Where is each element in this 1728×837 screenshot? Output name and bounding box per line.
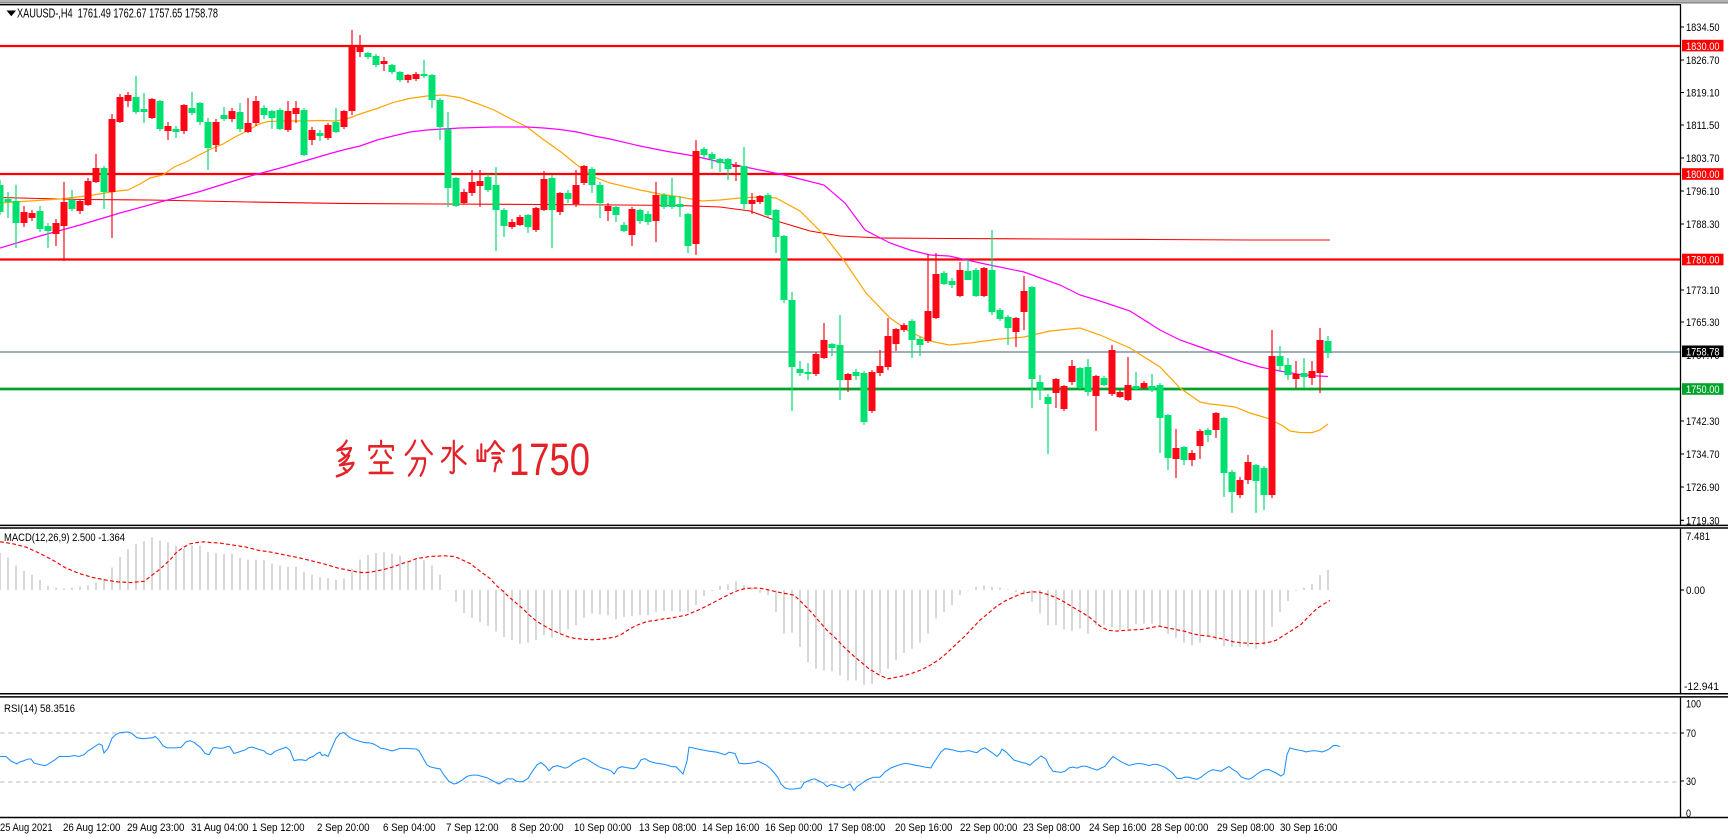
svg-text:XAUUSD-,H4 1761.49 1762.67 17: XAUUSD-,H4 1761.49 1762.67 1757.65 1758.… [17, 7, 218, 21]
svg-text:23 Sep 08:00: 23 Sep 08:00 [1023, 822, 1080, 834]
svg-text:14 Sep 16:00: 14 Sep 16:00 [702, 822, 759, 834]
svg-text:1803.70: 1803.70 [1686, 153, 1720, 165]
svg-text:20 Sep 16:00: 20 Sep 16:00 [895, 822, 952, 834]
svg-text:1780.00: 1780.00 [1686, 255, 1720, 267]
svg-text:1734.70: 1734.70 [1686, 449, 1720, 461]
svg-text:25 Aug 2021: 25 Aug 2021 [0, 822, 53, 834]
svg-text:10 Sep 00:00: 10 Sep 00:00 [574, 822, 631, 834]
svg-text:1750.00: 1750.00 [1686, 384, 1720, 396]
svg-text:24 Sep 16:00: 24 Sep 16:00 [1089, 822, 1146, 834]
svg-text:0: 0 [1686, 808, 1691, 820]
svg-text:13 Sep 08:00: 13 Sep 08:00 [639, 822, 696, 834]
svg-text:MACD(12,26,9) 2.500 -1.364: MACD(12,26,9) 2.500 -1.364 [4, 532, 125, 544]
svg-text:22 Sep 00:00: 22 Sep 00:00 [960, 822, 1017, 834]
svg-text:1719.30: 1719.30 [1686, 515, 1720, 527]
svg-text:28 Sep 00:00: 28 Sep 00:00 [1151, 822, 1208, 834]
svg-text:30: 30 [1686, 776, 1696, 788]
svg-text:1819.10: 1819.10 [1686, 88, 1720, 100]
svg-text:8 Sep 20:00: 8 Sep 20:00 [511, 822, 564, 834]
svg-text:1826.70: 1826.70 [1686, 55, 1720, 67]
svg-text:16 Sep 00:00: 16 Sep 00:00 [765, 822, 822, 834]
svg-text:29 Aug 23:00: 29 Aug 23:00 [127, 822, 184, 834]
svg-text:2 Sep 20:00: 2 Sep 20:00 [317, 822, 370, 834]
svg-text:1811.50: 1811.50 [1686, 120, 1720, 132]
svg-text:1750: 1750 [509, 434, 590, 485]
svg-text:1 Sep 12:00: 1 Sep 12:00 [252, 822, 305, 834]
svg-text:1742.30: 1742.30 [1686, 416, 1720, 428]
svg-text:7 Sep 12:00: 7 Sep 12:00 [446, 822, 499, 834]
svg-text:29 Sep 08:00: 29 Sep 08:00 [1217, 822, 1274, 834]
svg-text:1796.10: 1796.10 [1686, 186, 1720, 198]
svg-text:30 Sep 16:00: 30 Sep 16:00 [1280, 822, 1337, 834]
svg-text:1758.78: 1758.78 [1686, 347, 1720, 359]
svg-text:1773.10: 1773.10 [1686, 285, 1720, 297]
svg-text:100: 100 [1686, 699, 1701, 711]
svg-text:70: 70 [1686, 728, 1696, 740]
svg-text:RSI(14) 58.3516: RSI(14) 58.3516 [4, 703, 75, 715]
svg-text:6 Sep 04:00: 6 Sep 04:00 [383, 822, 436, 834]
svg-text:1726.90: 1726.90 [1686, 482, 1720, 494]
svg-text:-12.941: -12.941 [1684, 681, 1719, 693]
svg-text:7.481: 7.481 [1686, 531, 1710, 543]
svg-text:31 Aug 04:00: 31 Aug 04:00 [191, 822, 248, 834]
svg-text:0.00: 0.00 [1686, 585, 1705, 597]
svg-text:1800.00: 1800.00 [1686, 169, 1720, 181]
svg-text:1788.30: 1788.30 [1686, 219, 1720, 231]
svg-text:1765.30: 1765.30 [1686, 317, 1720, 329]
svg-text:1834.50: 1834.50 [1686, 22, 1720, 34]
svg-text:26 Aug 12:00: 26 Aug 12:00 [63, 822, 120, 834]
svg-text:1830.00: 1830.00 [1686, 41, 1720, 53]
svg-text:17 Sep 08:00: 17 Sep 08:00 [828, 822, 885, 834]
